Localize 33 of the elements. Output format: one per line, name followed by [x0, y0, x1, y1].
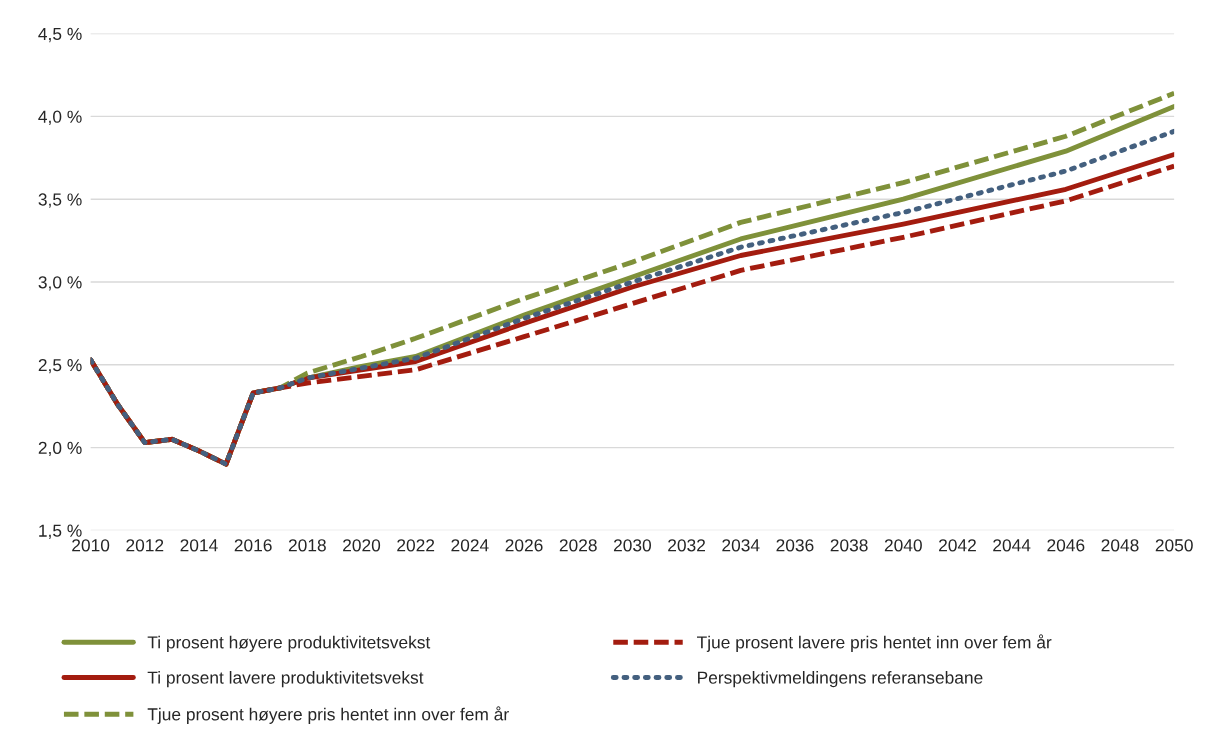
x-tick-label: 2014: [180, 539, 218, 552]
y-tick-label: 2,5 %: [38, 358, 82, 374]
legend-label: Tjue prosent høyere pris hentet inn over fem år: [147, 706, 509, 724]
x-tick-label: 2010: [72, 539, 110, 552]
y-tick-label: 4,5 %: [38, 27, 82, 43]
x-tick-label: 2032: [668, 539, 706, 552]
y-tick-label: 2,0 %: [38, 441, 82, 457]
x-tick-label: 2048: [1101, 539, 1139, 552]
legend-label: Tjue prosent lavere pris hentet inn over fem år: [697, 634, 1052, 652]
legend-label: Ti prosent lavere produktivitetsvekst: [147, 671, 424, 688]
x-tick-label: 2036: [776, 539, 814, 552]
x-tick-label: 2022: [397, 539, 435, 552]
x-tick-label: 2028: [559, 539, 597, 552]
x-tick-label: 2016: [234, 539, 272, 552]
legend-label: Ti prosent høyere produktivitetsvekst: [147, 635, 431, 652]
x-tick-label: 2024: [451, 539, 489, 552]
x-tick-label: 2020: [343, 539, 381, 552]
x-tick-label: 2026: [505, 539, 543, 552]
y-tick-label: 1,5 %: [39, 524, 82, 539]
x-tick-label: 2046: [1047, 539, 1085, 552]
y-tick-label: 4,0 %: [38, 110, 82, 125]
x-tick-label: 2038: [830, 539, 868, 552]
x-tick-label: 2012: [126, 539, 164, 552]
y-tick-label: 3,5 %: [38, 193, 82, 208]
y-tick-label: 3,0 %: [38, 276, 82, 291]
x-tick-label: 2044: [993, 539, 1031, 552]
x-tick-label: 2018: [288, 539, 326, 552]
x-tick-label: 2042: [939, 539, 976, 552]
x-tick-label: 2050: [1155, 539, 1193, 552]
x-tick-label: 2040: [884, 539, 922, 552]
x-tick-label: 2030: [613, 539, 652, 552]
legend-label: Perspektivmeldingens referansebane: [698, 671, 983, 688]
x-tick-label: 2034: [722, 539, 760, 552]
